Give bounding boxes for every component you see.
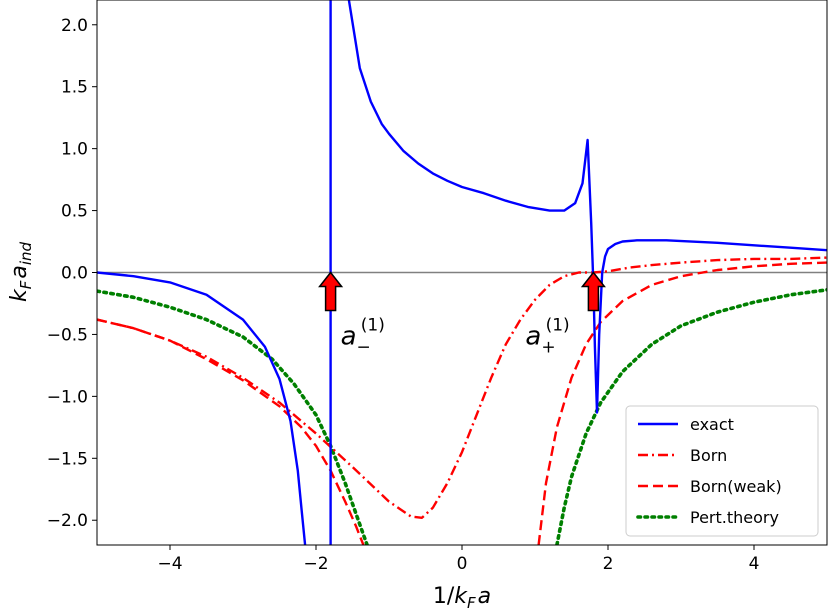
x-tick-label: 2	[603, 554, 614, 574]
legend-box	[625, 405, 819, 537]
y-tick-label: 0.0	[61, 264, 88, 284]
legend-label: exact	[690, 415, 734, 434]
y-tick-label: 0.5	[61, 202, 88, 222]
legend-label: Born(weak)	[690, 477, 782, 496]
series-line-born-0	[97, 256, 827, 519]
series-line-pert-theory-1	[555, 287, 827, 545]
annotation-label-1: a+(1)	[525, 316, 569, 358]
y-tick-label: 2.0	[61, 16, 88, 36]
x-tick-label: 0	[457, 554, 468, 574]
annotation-label-0: a−(1)	[341, 316, 385, 358]
y-tick-label: −2.0	[47, 511, 88, 531]
y-tick-label: 1.5	[61, 78, 88, 98]
x-tick-label: −2	[303, 554, 328, 574]
x-tick-label: 4	[749, 554, 760, 574]
y-tick-label: −1.5	[47, 449, 88, 469]
legend-label: Born	[690, 446, 727, 465]
x-tick-label: −4	[157, 554, 182, 574]
x-axis-label: 1/kFa	[433, 584, 491, 610]
y-axis-label: kFaind	[7, 241, 35, 302]
series-line-exact-2	[347, 0, 827, 414]
series-line-pert-theory-0	[97, 289, 369, 545]
y-tick-label: 1.0	[61, 140, 88, 160]
legend-label: Pert.theory	[690, 508, 779, 527]
annotation-arrow-0	[318, 271, 344, 312]
y-tick-label: −1.0	[47, 387, 88, 407]
annotation-arrow-1	[580, 271, 606, 312]
y-tick-label: −0.5	[47, 325, 88, 345]
series-line-exact-0	[97, 271, 307, 545]
series-line-born-weak--1	[537, 261, 827, 545]
